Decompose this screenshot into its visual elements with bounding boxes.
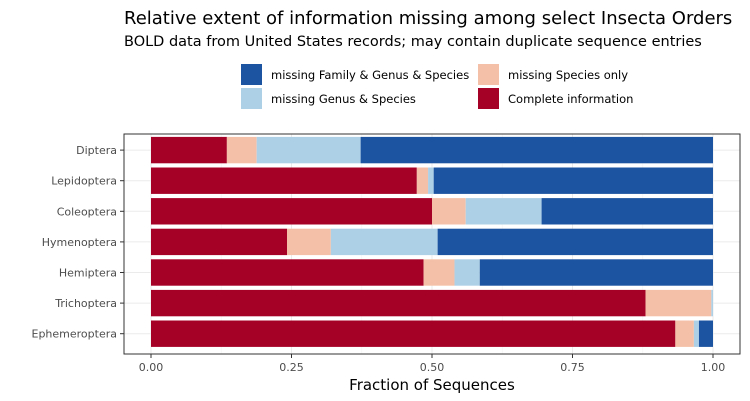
y-tick-label: Coleoptera (57, 205, 117, 218)
bar-diptera-missing-genus-species (256, 136, 361, 164)
bar-trichoptera-missing-species-only (645, 289, 712, 317)
bar-diptera-missing-species-only (226, 136, 257, 164)
bar-hemiptera-complete-information (151, 259, 424, 286)
x-tick-label: 0.25 (279, 361, 304, 374)
legend-swatch (241, 88, 262, 109)
bar-lepidoptera-missing-genus-species (428, 167, 434, 194)
legend-swatch (478, 64, 499, 85)
bar-hemiptera-missing-genus-species (454, 259, 480, 286)
y-tick-label: Trichoptera (54, 297, 117, 310)
legend-label: missing Species only (508, 68, 628, 82)
bar-hemiptera-missing-species-only (423, 259, 455, 286)
bar-ephemeroptera-missing-genus-species (693, 320, 699, 347)
bar-ephemeroptera-missing-species-only (675, 320, 694, 347)
bar-hymenoptera-missing-species-only (287, 228, 331, 256)
bar-hymenoptera-missing-family-genus-species (437, 228, 713, 256)
y-tick-label: Hymenoptera (42, 236, 117, 249)
bar-coleoptera-missing-species-only (432, 198, 466, 225)
bars (151, 136, 713, 347)
y-tick-label: Lepidoptera (51, 175, 117, 188)
bar-hymenoptera-complete-information (151, 228, 288, 256)
y-tick-label: Ephemeroptera (32, 328, 118, 341)
bar-coleoptera-complete-information (151, 198, 432, 225)
legend-label: missing Genus & Species (271, 92, 416, 106)
bar-lepidoptera-complete-information (151, 167, 417, 194)
x-tick-label: 0.50 (420, 361, 445, 374)
x-axis-title: Fraction of Sequences (349, 376, 515, 394)
legend-label: Complete information (508, 92, 633, 106)
bar-coleoptera-missing-family-genus-species (541, 198, 713, 225)
bar-diptera-complete-information (151, 136, 227, 164)
x-tick-label: 1.00 (701, 361, 726, 374)
x-tick-label: 0.75 (560, 361, 585, 374)
legend-swatch (241, 64, 262, 85)
bar-trichoptera-missing-genus-species (711, 289, 713, 317)
y-axis: Diptera Lepidoptera Coleoptera Hymenoptera H… (32, 144, 124, 341)
chart-subtitle: BOLD data from United States records; ma… (124, 34, 702, 50)
bar-hymenoptera-missing-genus-species (330, 228, 438, 256)
bar-lepidoptera-missing-family-genus-species (433, 167, 713, 194)
y-tick-label: Diptera (76, 144, 117, 157)
bar-diptera-missing-family-genus-species (360, 136, 713, 164)
x-axis: 0.00 0.25 0.50 0.75 1.00 (139, 354, 726, 374)
bar-coleoptera-missing-genus-species (465, 198, 542, 225)
bar-ephemeroptera-complete-information (151, 320, 676, 347)
x-tick-label: 0.00 (139, 361, 164, 374)
bar-trichoptera-complete-information (151, 289, 646, 317)
bar-lepidoptera-missing-species-only (416, 167, 429, 194)
bar-ephemeroptera-missing-family-genus-species (698, 320, 713, 347)
legend: missing Family & Genus & Species missing … (241, 64, 633, 109)
legend-swatch (478, 88, 499, 109)
bar-hemiptera-missing-family-genus-species (479, 259, 713, 286)
y-tick-label: Hemiptera (59, 267, 117, 280)
chart-title: Relative extent of information missing a… (124, 8, 732, 29)
legend-label: missing Family & Genus & Species (271, 68, 469, 82)
